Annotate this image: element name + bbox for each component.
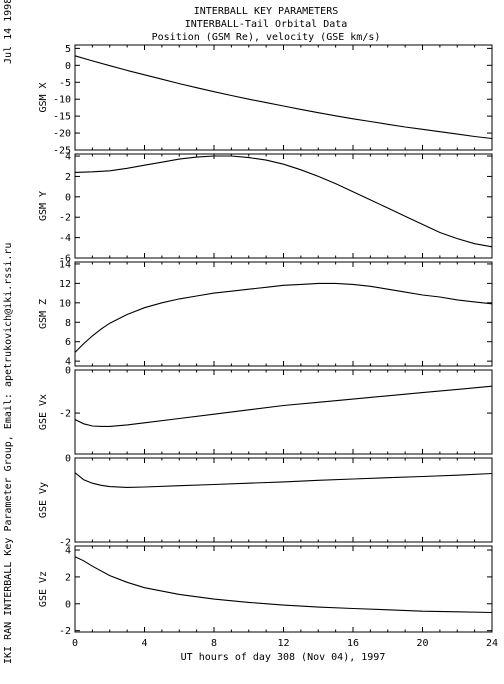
x-tick-label: 4 xyxy=(141,638,147,649)
panel-frame xyxy=(74,153,493,259)
panel-frame xyxy=(74,457,493,543)
x-tick-label: 20 xyxy=(416,638,428,649)
y-axis-label: GSE Vy xyxy=(38,482,49,518)
y-tick-label: 8 xyxy=(65,318,71,329)
panel-2: 4 2 0 -2 -4 -6 GSM Y xyxy=(38,152,493,265)
panel-frame xyxy=(74,545,493,633)
y-tick-label: -2 xyxy=(59,538,71,549)
panel-6: 4 2 0 -2 GSE Vz xyxy=(38,545,493,637)
y-axis-label: GSM X xyxy=(38,82,49,112)
y-tick-label: -2 xyxy=(59,409,71,420)
y-tick-label: 6 xyxy=(65,337,71,348)
panel-frame xyxy=(74,261,493,367)
series-line-gsm-x xyxy=(74,55,493,140)
x-tick-label: 8 xyxy=(211,638,217,649)
y-tick-label: -20 xyxy=(53,129,71,140)
y-axis-label: GSM Z xyxy=(38,299,49,329)
y-tick-label: 14 xyxy=(59,259,71,270)
y-tick-label: 2 xyxy=(65,572,71,583)
y-tick-label: 2 xyxy=(65,172,71,183)
panel-1: 5 0 -5 -10 -15 -20 -25 GSM X xyxy=(38,44,493,157)
series-line-gsm-y xyxy=(74,155,493,248)
y-tick-label: 5 xyxy=(65,44,71,55)
side-date: Jul 14 1998 xyxy=(3,0,14,64)
y-tick-label: 10 xyxy=(59,298,71,309)
y-tick-label: -15 xyxy=(53,112,71,123)
x-tick-label: 24 xyxy=(486,638,498,649)
header-line2: INTERBALL-Tail Orbital Data xyxy=(185,19,348,30)
x-axis: 0 4 8 12 16 20 24 xyxy=(72,638,498,649)
y-tick-label: -25 xyxy=(53,146,71,157)
y-tick-label: -10 xyxy=(53,95,71,106)
y-tick-label: -6 xyxy=(59,254,71,265)
panel-5: 0 -2 GSE Vy xyxy=(38,454,493,549)
x-tick-label: 16 xyxy=(347,638,359,649)
y-axis-label: GSM Y xyxy=(38,191,49,221)
side-credit: IKI RAN INTERBALL Key Parameter Group, E… xyxy=(3,243,14,664)
y-tick-label: 0 xyxy=(65,61,71,72)
y-tick-label: -4 xyxy=(59,233,71,244)
x-tick-label: 12 xyxy=(277,638,289,649)
y-tick-label: 12 xyxy=(59,279,71,290)
y-tick-label: 0 xyxy=(65,599,71,610)
series-line-gse-vz xyxy=(74,556,493,614)
y-tick-label: -2 xyxy=(59,626,71,637)
y-tick-label: 4 xyxy=(65,357,71,368)
panel-frame xyxy=(74,44,493,151)
series-line-gse-vy xyxy=(74,472,493,488)
y-axis-label: GSE Vz xyxy=(38,571,49,607)
series-line-gsm-z xyxy=(74,282,493,353)
y-axis-label: GSE Vx xyxy=(38,394,49,430)
header-line1: INTERBALL KEY PARAMETERS xyxy=(194,6,339,17)
panel-4: 0 -2 GSE Vx xyxy=(38,366,493,455)
panel-frame xyxy=(74,369,493,455)
x-tick-label: 0 xyxy=(72,638,78,649)
header-line3: Position (GSM Re), velocity (GSE km/s) xyxy=(152,32,381,43)
panel-3: 14 12 10 8 6 4 GSM Z xyxy=(38,259,493,368)
y-tick-label: 4 xyxy=(65,152,71,163)
y-tick-label: -2 xyxy=(59,213,71,224)
y-tick-label: 0 xyxy=(65,366,71,377)
series-line-gse-vx xyxy=(74,385,493,427)
y-tick-label: 0 xyxy=(65,454,71,465)
x-axis-label: UT hours of day 308 (Nov 04), 1997 xyxy=(181,652,386,663)
y-tick-label: 4 xyxy=(65,546,71,557)
y-tick-label: 0 xyxy=(65,192,71,203)
y-tick-label: -5 xyxy=(59,78,71,89)
